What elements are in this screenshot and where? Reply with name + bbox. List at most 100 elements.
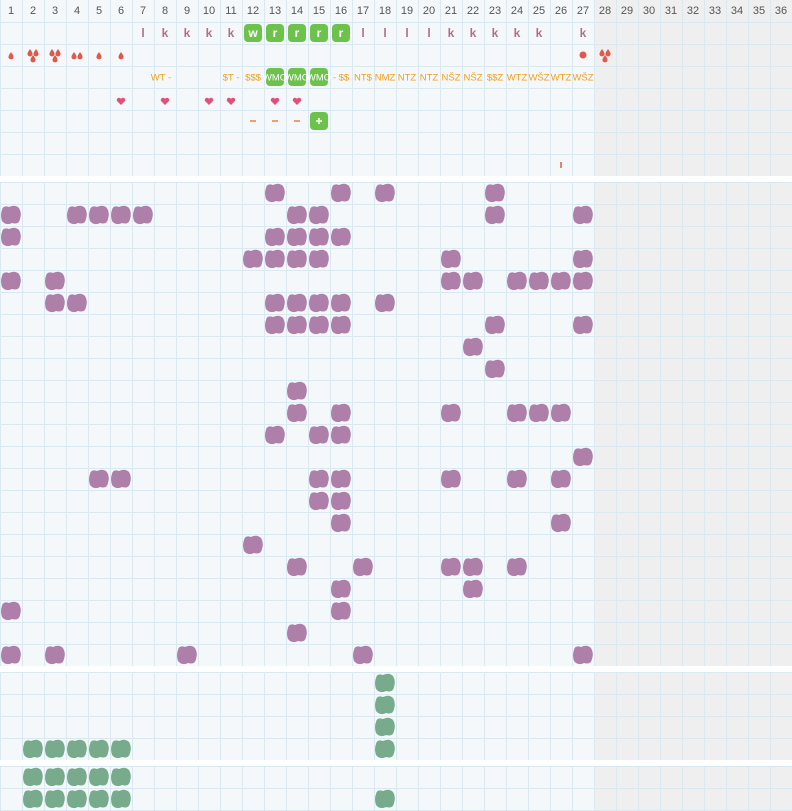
marker-letter: r: [317, 26, 322, 40]
blob: [1, 271, 21, 291]
column-number: 34: [731, 5, 743, 17]
plus-icon: [316, 118, 322, 124]
status-label: $$Z: [487, 73, 504, 84]
blob: [331, 315, 351, 335]
status-label: NT$: [354, 73, 373, 84]
status-label: WMO: [307, 73, 331, 84]
blob: [529, 271, 549, 291]
marker-letter: k: [470, 26, 477, 40]
blob: [67, 205, 87, 225]
column-number: 21: [445, 5, 457, 17]
blob: [573, 205, 593, 225]
blob: [331, 469, 351, 489]
highlight-box: [310, 68, 328, 86]
status-label: NTZ: [398, 73, 417, 84]
column-number: 16: [335, 5, 347, 17]
status-label: WTZ: [507, 73, 528, 84]
blob: [287, 249, 307, 269]
column-number: 33: [709, 5, 721, 17]
marker-letter: k: [536, 26, 543, 40]
drop-icon: [27, 49, 33, 57]
blob: [89, 789, 109, 809]
blob: [1, 227, 21, 247]
marker-letter: l: [141, 26, 144, 40]
blob: [551, 513, 571, 533]
section-separator: [0, 176, 792, 182]
status-label: NTZ: [420, 73, 439, 84]
marker-letter: l: [405, 26, 408, 40]
blob: [375, 673, 395, 693]
marker-letter: k: [448, 26, 455, 40]
marker-letter: r: [295, 26, 300, 40]
blob: [1, 645, 21, 665]
highlight-box: [266, 24, 284, 42]
blob: [331, 601, 351, 621]
marker-letter: k: [184, 26, 191, 40]
section-separator: [0, 760, 792, 766]
drop-icon: [71, 52, 77, 60]
status-label: WŠZ: [528, 73, 549, 84]
blob: [353, 557, 373, 577]
drop-icon: [77, 52, 83, 60]
column-number: 10: [203, 5, 215, 17]
blob: [441, 403, 461, 423]
column-number: 17: [357, 5, 369, 17]
blob: [463, 579, 483, 599]
blob: [265, 183, 285, 203]
blob: [111, 205, 131, 225]
highlight-box: [288, 24, 306, 42]
blob: [309, 469, 329, 489]
inactive-area: [594, 0, 792, 811]
status-label: - $$: [333, 73, 350, 84]
column-number: 28: [599, 5, 611, 17]
blob: [375, 293, 395, 313]
blob: [89, 767, 109, 787]
column-number: 26: [555, 5, 567, 17]
blob: [67, 293, 87, 313]
blob: [331, 293, 351, 313]
column-number: 29: [621, 5, 633, 17]
blob: [1, 205, 21, 225]
drop-icon: [30, 55, 36, 63]
blob: [573, 249, 593, 269]
heart-icon: [116, 97, 126, 105]
blob: [507, 271, 527, 291]
blob: [573, 447, 593, 467]
marker-letter: k: [162, 26, 169, 40]
blob: [287, 403, 307, 423]
drop-icon: [33, 49, 39, 57]
blob: [287, 227, 307, 247]
blob: [45, 645, 65, 665]
blob: [243, 249, 263, 269]
blob: [375, 739, 395, 759]
blob: [375, 183, 395, 203]
column-number: 5: [96, 5, 102, 17]
blob: [265, 227, 285, 247]
blob: [23, 789, 43, 809]
column-number: 19: [401, 5, 413, 17]
blob: [309, 205, 329, 225]
status-label: WTZ: [551, 73, 572, 84]
drop-icon: [96, 52, 102, 60]
blob: [309, 491, 329, 511]
blob: [265, 293, 285, 313]
heart-icon: [270, 97, 280, 105]
column-number: 12: [247, 5, 259, 17]
marker-letter: k: [206, 26, 213, 40]
marker-letter: l: [383, 26, 386, 40]
blob: [243, 535, 263, 555]
column-number: 25: [533, 5, 545, 17]
column-number: 22: [467, 5, 479, 17]
blob: [309, 249, 329, 269]
highlight-box: [332, 24, 350, 42]
status-label: $T -: [223, 73, 240, 84]
status-label: NŠZ: [442, 73, 461, 84]
blob: [331, 425, 351, 445]
drop-icon: [55, 49, 61, 57]
blob: [441, 557, 461, 577]
blob: [23, 739, 43, 759]
blob: [485, 183, 505, 203]
marker-letter: k: [580, 26, 587, 40]
marker-letter: w: [247, 26, 258, 40]
